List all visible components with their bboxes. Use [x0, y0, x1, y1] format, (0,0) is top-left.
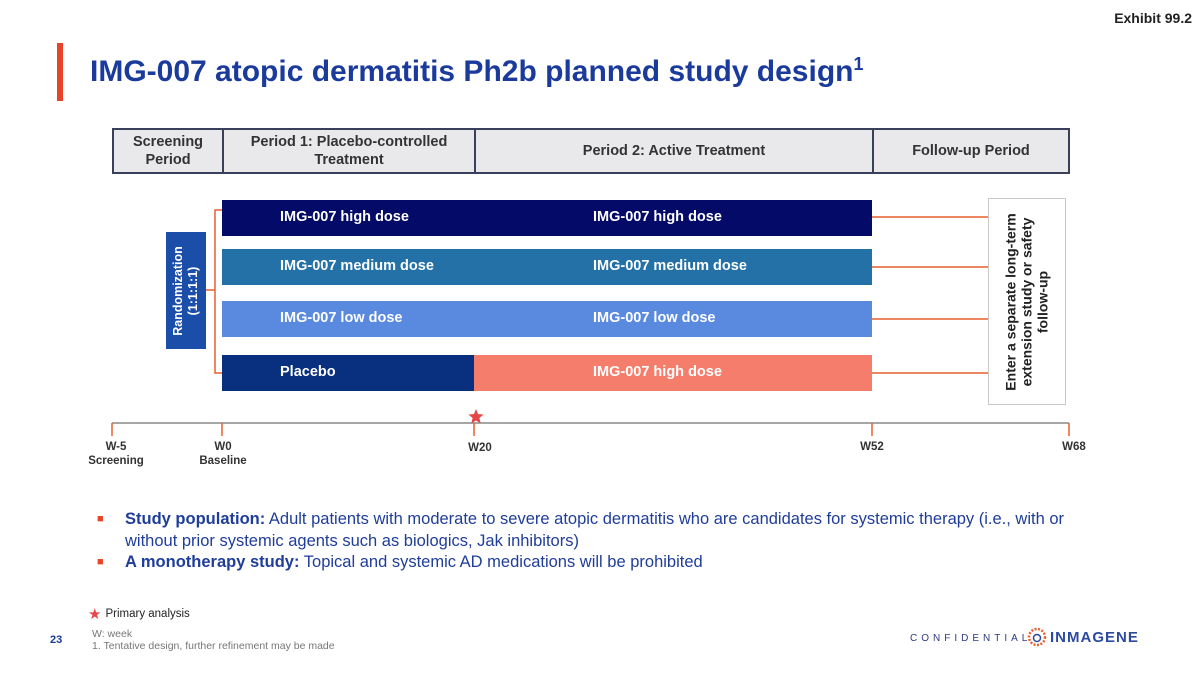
period-header-screening: Screening Period	[112, 128, 224, 174]
extension-line: extension study or safety	[1019, 217, 1036, 386]
milestone: Screening	[88, 455, 144, 467]
bullet-heading: Study population:	[125, 510, 266, 528]
arm-1-p1-bar	[222, 249, 872, 285]
arm-3-p1-label: Placebo	[280, 364, 336, 380]
bullet-text: Adult patients with moderate to severe a…	[125, 510, 1065, 550]
timeline-label-w52: W52	[860, 441, 884, 453]
randomization-box: Randomization (1:1:1:1)	[166, 232, 206, 349]
arm-1-p2-label: IMG-007 medium dose	[593, 258, 747, 274]
arm-2-p1-label: IMG-007 low dose	[280, 310, 403, 326]
timeline-label-w68: W68	[1062, 441, 1086, 453]
randomization-label: Randomization	[171, 245, 185, 336]
bullet-square-icon: ■	[97, 556, 104, 568]
randomization-bracket	[206, 209, 222, 374]
legend-label: Primary analysis	[105, 608, 190, 620]
period-header-period1: Period 1: Placebo-controlled Treatment	[222, 128, 476, 174]
arm-1-p1-label: IMG-007 medium dose	[280, 258, 434, 274]
title-text: IMG-007 atopic dermatitis Ph2b planned s…	[90, 55, 854, 88]
period-header-followup: Follow-up Period	[872, 128, 1070, 174]
confidential-label: CONFIDENTIAL	[910, 633, 1032, 644]
legend-primary-analysis: ★ Primary analysis	[88, 605, 190, 623]
milestone: Baseline	[199, 455, 247, 467]
page-number: 23	[50, 634, 63, 646]
randomization-ratio: (1:1:1:1)	[186, 266, 200, 315]
arm-2-p2-label: IMG-007 low dose	[593, 310, 716, 326]
star-icon: ★	[88, 606, 102, 623]
footnote-1: 1. Tentative design, further refinement …	[92, 640, 335, 652]
footnote-abbreviation: W: week	[92, 628, 133, 640]
exhibit-label: Exhibit 99.2	[1114, 10, 1192, 26]
arm-0-p1-bar	[222, 200, 872, 236]
page-title: IMG-007 atopic dermatitis Ph2b planned s…	[90, 54, 864, 89]
arm-0-p2-label: IMG-007 high dose	[593, 209, 722, 225]
logo-mark-icon	[1027, 627, 1047, 647]
bullet-monotherapy: ■ A monotherapy study: Topical and system…	[97, 551, 1097, 573]
timeline-label-w0: W0 Baseline	[183, 440, 263, 468]
followup-connectors	[872, 216, 988, 374]
arm-3-p2-bar	[474, 355, 872, 391]
arm-2-p1-bar	[222, 301, 872, 337]
arm-3-p1-bar	[222, 355, 474, 391]
title-footnote-marker: 1	[853, 54, 864, 74]
timeline-ticks	[111, 423, 1070, 436]
bullet-study-population: ■ Study population: Adult patients with m…	[97, 508, 1097, 552]
timeline-label-w20: W20	[468, 442, 492, 454]
inmagene-logo: INMAGENE	[1027, 627, 1139, 647]
week: W-5	[105, 441, 127, 453]
logo-text: INMAGENE	[1050, 628, 1139, 646]
extension-line: follow-up	[1035, 270, 1052, 333]
title-accent-bar	[57, 43, 63, 101]
arm-3-p2-label: IMG-007 high dose	[593, 364, 722, 380]
arm-0-p1-label: IMG-007 high dose	[280, 209, 409, 225]
week: W0	[214, 441, 232, 453]
bullet-text: Topical and systemic AD medications will…	[299, 553, 703, 571]
primary-analysis-star-icon	[468, 409, 484, 424]
extension-line: Enter a separate long-term	[1003, 212, 1020, 391]
timeline-label-w-5: W-5 Screening	[76, 440, 156, 468]
extension-study-box: Enter a separate long-term extension stud…	[988, 198, 1066, 405]
bullet-square-icon: ■	[97, 513, 104, 525]
bullet-heading: A monotherapy study:	[125, 553, 300, 571]
period-header-period2: Period 2: Active Treatment	[474, 128, 874, 174]
